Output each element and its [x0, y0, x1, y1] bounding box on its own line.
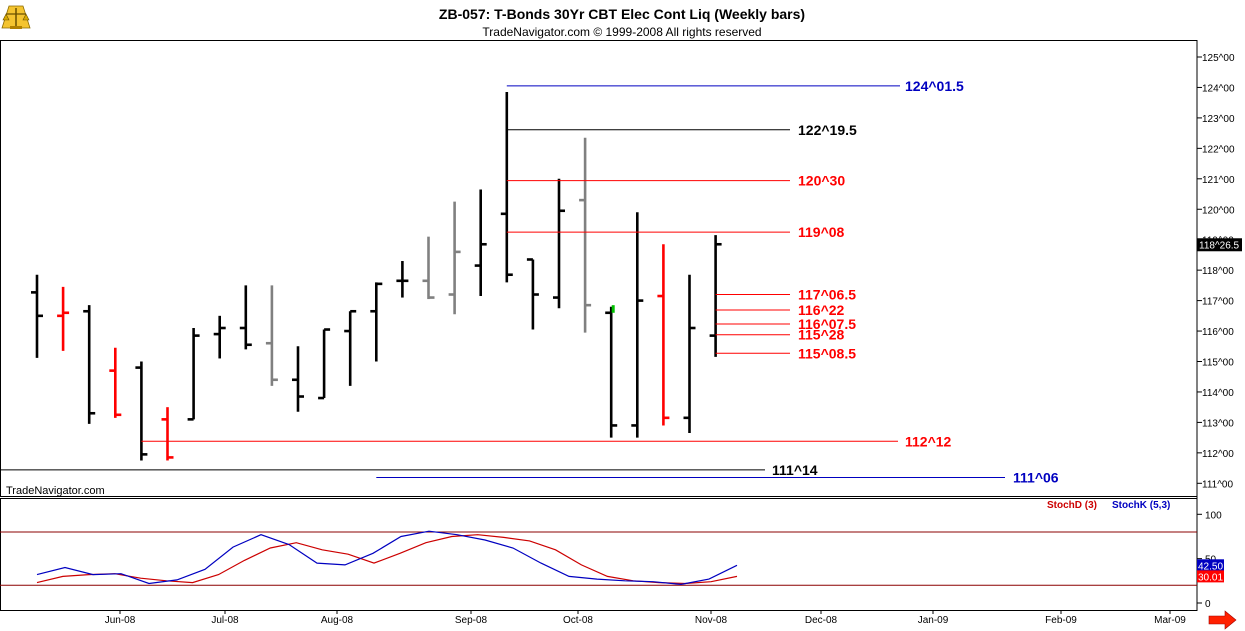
ohlc-bar — [579, 137, 592, 333]
y-tick-label: 122^00 — [1202, 144, 1235, 155]
ohlc-bar — [318, 328, 331, 400]
axes: 111^00 112^00 113^00 114^00 115^00 116^00 117^… — [105, 53, 1242, 626]
ohlc-bar — [683, 274, 696, 434]
stoch-value-badge — [1197, 570, 1224, 583]
level-label: 117^06.5 — [798, 287, 856, 303]
stoch-series-line — [36, 534, 738, 585]
ohlc-bar — [422, 236, 435, 300]
x-tick-label: Jan-09 — [918, 615, 949, 626]
stoch-panel-frame — [0, 498, 1198, 611]
arrow-right-icon[interactable] — [1208, 610, 1237, 630]
ohlc-bar — [57, 286, 70, 351]
level-label: 119^08 — [798, 224, 845, 240]
x-tick-label: Oct-08 — [563, 615, 593, 626]
ohlc-bar — [526, 258, 539, 330]
ohlc-bar — [553, 178, 565, 309]
watermark: TradeNavigator.com — [6, 485, 105, 497]
ohlc-bar — [631, 212, 644, 438]
y-tick-label: 114^00 — [1202, 388, 1234, 399]
stoch-value-label: 42.50 — [1198, 561, 1223, 572]
stoch-series-line — [36, 530, 738, 586]
stoch-value-badge — [1197, 559, 1224, 572]
x-tick-label: Mar-09 — [1154, 615, 1186, 626]
y-tick-label: 123^00 — [1202, 114, 1235, 125]
ohlc-bar — [187, 328, 200, 421]
stoch-y-tick-label: 0 — [1205, 599, 1211, 610]
x-tick-label: Nov-08 — [695, 615, 728, 626]
y-tick-label: 111^00 — [1202, 479, 1233, 490]
price-panel-frame — [0, 40, 1198, 497]
y-tick-label: 113^00 — [1202, 418, 1234, 429]
stoch-value-label: 30.01 — [1198, 572, 1223, 583]
x-tick-label: Feb-09 — [1045, 615, 1077, 626]
legend-stoch-d: StochD (3) — [1047, 500, 1097, 511]
legend-stoch-k: StochK (5,3) — [1112, 500, 1170, 511]
ohlc-bar — [161, 407, 174, 461]
y-tick-label: 124^00 — [1202, 83, 1235, 94]
scales-icon — [1, 5, 31, 29]
ohlc-bar — [396, 261, 409, 298]
chart-subtitle: TradeNavigator.com © 1999-2008 All right… — [482, 25, 761, 39]
y-tick-label: 117^00 — [1202, 297, 1234, 308]
ohlc-bar — [292, 346, 304, 412]
ohlc-bar — [83, 305, 96, 424]
ohlc-bar — [344, 309, 357, 386]
chart-title: ZB-057: T-Bonds 30Yr CBT Elec Cont Liq (… — [439, 6, 805, 22]
level-label: 115^08.5 — [798, 345, 856, 361]
ohlc-bar — [605, 306, 618, 438]
level-label: 116^07.5 — [798, 316, 856, 332]
x-tick-label: Jun-08 — [105, 615, 136, 626]
last-price-badge — [1197, 238, 1242, 252]
level-label: 120^30 — [798, 173, 845, 189]
level-label: 122^19.5 — [798, 122, 857, 138]
y-tick-label: 115^00 — [1202, 358, 1234, 369]
ohlc-bar — [500, 92, 513, 283]
ohlc-bar — [657, 244, 670, 426]
ohlc-bar — [31, 274, 43, 358]
y-tick-label: 112^00 — [1202, 449, 1234, 460]
level-label: 115^28 — [798, 327, 845, 343]
price-levels: 124^01.5122^19.5120^30119^08117^06.5116^… — [0, 78, 1059, 486]
y-tick-label: 118^00 — [1202, 266, 1234, 277]
level-label: 112^12 — [905, 433, 952, 449]
level-label: 124^01.5 — [905, 78, 964, 94]
level-label: 111^06 — [1013, 470, 1059, 486]
ohlc-bar — [474, 189, 487, 297]
x-tick-label: Aug-08 — [321, 615, 354, 626]
ohlc-bar — [109, 347, 122, 418]
y-tick-label: 125^00 — [1202, 53, 1235, 64]
price-chart — [31, 92, 722, 461]
ohlc-bar — [239, 285, 252, 350]
level-label: 116^22 — [798, 302, 845, 318]
y-tick-label: 121^00 — [1202, 175, 1235, 186]
x-tick-label: Jul-08 — [211, 615, 239, 626]
y-tick-label: 120^00 — [1202, 205, 1235, 216]
ohlc-bar — [709, 235, 722, 357]
ohlc-bar — [213, 315, 226, 359]
ohlc-bar — [448, 201, 461, 315]
level-label: 111^14 — [772, 462, 818, 478]
x-tick-label: Sep-08 — [455, 615, 488, 626]
ohlc-bar — [265, 285, 278, 386]
ohlc-bar — [135, 361, 148, 461]
stoch-y-tick-label: 100 — [1205, 510, 1222, 521]
y-tick-label: 116^00 — [1202, 327, 1234, 338]
ohlc-bar — [370, 282, 383, 362]
x-tick-label: Dec-08 — [805, 615, 838, 626]
last-price-label: 118^26.5 — [1199, 240, 1240, 251]
